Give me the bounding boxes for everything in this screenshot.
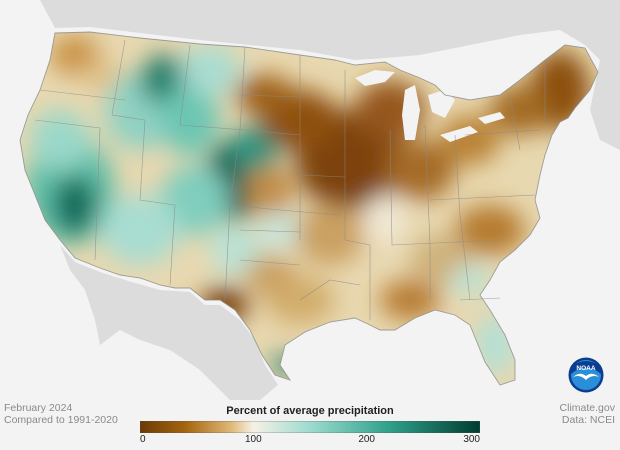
legend-colorbar xyxy=(140,421,480,433)
footer-info: February 2024 Compared to 1991-2020 xyxy=(4,402,118,426)
period-label: February 2024 xyxy=(4,402,73,414)
great-lakes xyxy=(355,70,505,142)
precipitation-surface xyxy=(20,32,598,385)
precipitation-map xyxy=(0,0,620,400)
surrounding-land xyxy=(0,0,620,400)
source-data-label: Data: NCEI xyxy=(561,414,615,426)
legend-tick-100: 100 xyxy=(244,434,262,445)
legend-tick-300: 300 xyxy=(463,434,480,445)
noaa-logo-text: NOAA xyxy=(576,365,595,372)
legend-tick-200: 200 xyxy=(358,434,375,445)
legend-tick-0: 0 xyxy=(140,434,146,445)
state-borders xyxy=(19,31,599,386)
legend-ticks: 0 100 200 300 xyxy=(140,434,480,448)
noaa-logo: NOAA xyxy=(568,357,604,393)
legend-title: Percent of average precipitation xyxy=(226,405,394,417)
source-site-label: Climate.gov xyxy=(559,402,615,414)
baseline-label: Compared to 1991-2020 xyxy=(4,414,118,426)
footer-source: Climate.gov Data: NCEI xyxy=(560,402,615,426)
